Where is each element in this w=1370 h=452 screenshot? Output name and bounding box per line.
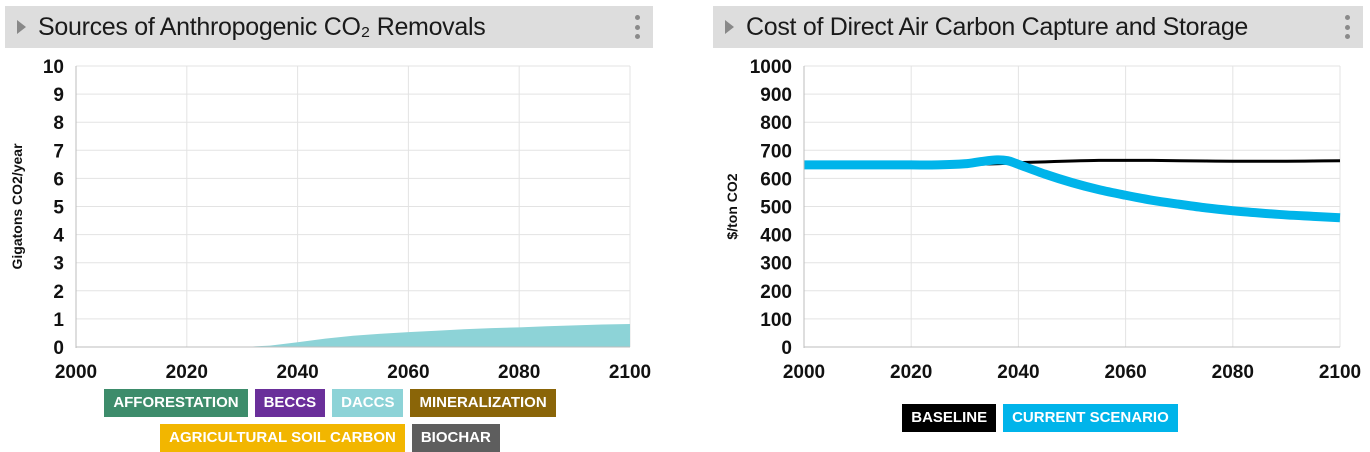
dac-cost-chart-title: Cost of Direct Air Carbon Capture and St…: [746, 12, 1249, 41]
y-tick-label: 7: [53, 141, 64, 162]
y-tick-label: 600: [760, 169, 792, 190]
y-tick-label: 5: [53, 198, 64, 219]
y-tick-label: 1: [53, 310, 64, 331]
y-tick-label: 900: [760, 85, 792, 106]
more-options-icon[interactable]: [633, 15, 641, 39]
expand-triangle-icon[interactable]: [17, 20, 26, 34]
x-tick-label: 2020: [890, 362, 932, 383]
removals-chart: 0 1 2 3 4 5 6 7 8 9 10 2000 2020 2040 2060 2080 2100 Giga…: [9, 57, 651, 383]
x-tick-label: 2100: [609, 362, 651, 383]
dac-cost-chart: 0 100 200 300 400 500 600 700 800 900 1000 2000 2020…: [724, 57, 1361, 383]
x-tick-label: 2040: [997, 362, 1039, 383]
gridlines: [75, 65, 631, 348]
y-tick-label: 2: [53, 282, 64, 303]
dac-cost-legend: BASELINE CURRENT SCENARIO: [810, 404, 1270, 432]
x-tick-label: 2080: [1212, 362, 1254, 383]
y-tick-label: 9: [53, 85, 64, 106]
legend-item-beccs[interactable]: BECCS: [254, 389, 326, 417]
y-tick-label: 200: [760, 282, 792, 303]
y-tick-label: 10: [43, 57, 64, 78]
y-tick-label: 6: [53, 169, 64, 190]
x-tick-label: 2060: [1104, 362, 1146, 383]
y-tick-label: 0: [781, 338, 792, 359]
more-options-icon[interactable]: [1343, 15, 1351, 39]
removals-chart-title: Sources of Anthropogenic CO₂ Removals: [38, 12, 486, 41]
x-tick-label: 2100: [1319, 362, 1361, 383]
gridlines: [803, 65, 1341, 348]
y-tick-label: 300: [760, 254, 792, 275]
removals-chart-header: Sources of Anthropogenic CO₂ Removals: [5, 6, 653, 48]
legend-item-afforestation[interactable]: AFFORESTATION: [104, 389, 248, 417]
line-current-scenario: [803, 155, 1341, 223]
area-daccs: [76, 323, 630, 347]
expand-triangle-icon[interactable]: [725, 20, 734, 34]
y-tick-label: 100: [760, 310, 792, 331]
dac-cost-chart-header: Cost of Direct Air Carbon Capture and St…: [713, 6, 1363, 48]
legend-item-mineralization[interactable]: MINERALIZATION: [410, 389, 556, 417]
legend-item-baseline[interactable]: BASELINE: [902, 404, 997, 432]
y-tick-label: 0: [53, 338, 64, 359]
legend-item-agricultural-soil-carbon[interactable]: AGRICULTURAL SOIL CARBON: [160, 424, 405, 452]
legend-item-daccs[interactable]: DACCS: [332, 389, 404, 417]
y-axis-title: $/ton CO2: [724, 173, 740, 239]
y-tick-label: 700: [760, 141, 792, 162]
x-tick-label: 2000: [55, 362, 97, 383]
legend-item-biochar[interactable]: BIOCHAR: [411, 424, 500, 452]
y-tick-label: 1000: [750, 57, 792, 78]
x-tick-label: 2080: [498, 362, 540, 383]
removals-legend: AFFORESTATION BECCS DACCS MINERALIZATION AGR…: [100, 389, 560, 452]
legend-item-current-scenario[interactable]: CURRENT SCENARIO: [1003, 404, 1178, 432]
y-tick-label: 4: [53, 226, 64, 247]
x-tick-label: 2060: [387, 362, 429, 383]
y-tick-label: 400: [760, 226, 792, 247]
y-tick-label: 8: [53, 113, 64, 134]
x-tick-label: 2000: [783, 362, 825, 383]
y-tick-label: 3: [53, 254, 64, 275]
y-tick-label: 500: [760, 198, 792, 219]
x-tick-label: 2040: [276, 362, 318, 383]
removals-chart-panel: Sources of Anthropogenic CO₂ Removals 0 1…: [0, 0, 660, 452]
dac-cost-chart-panel: Cost of Direct Air Carbon Capture and St…: [710, 0, 1370, 451]
y-tick-label: 800: [760, 113, 792, 134]
x-tick-label: 2020: [166, 362, 208, 383]
y-axis-title: Gigatons CO2/year: [9, 143, 25, 270]
